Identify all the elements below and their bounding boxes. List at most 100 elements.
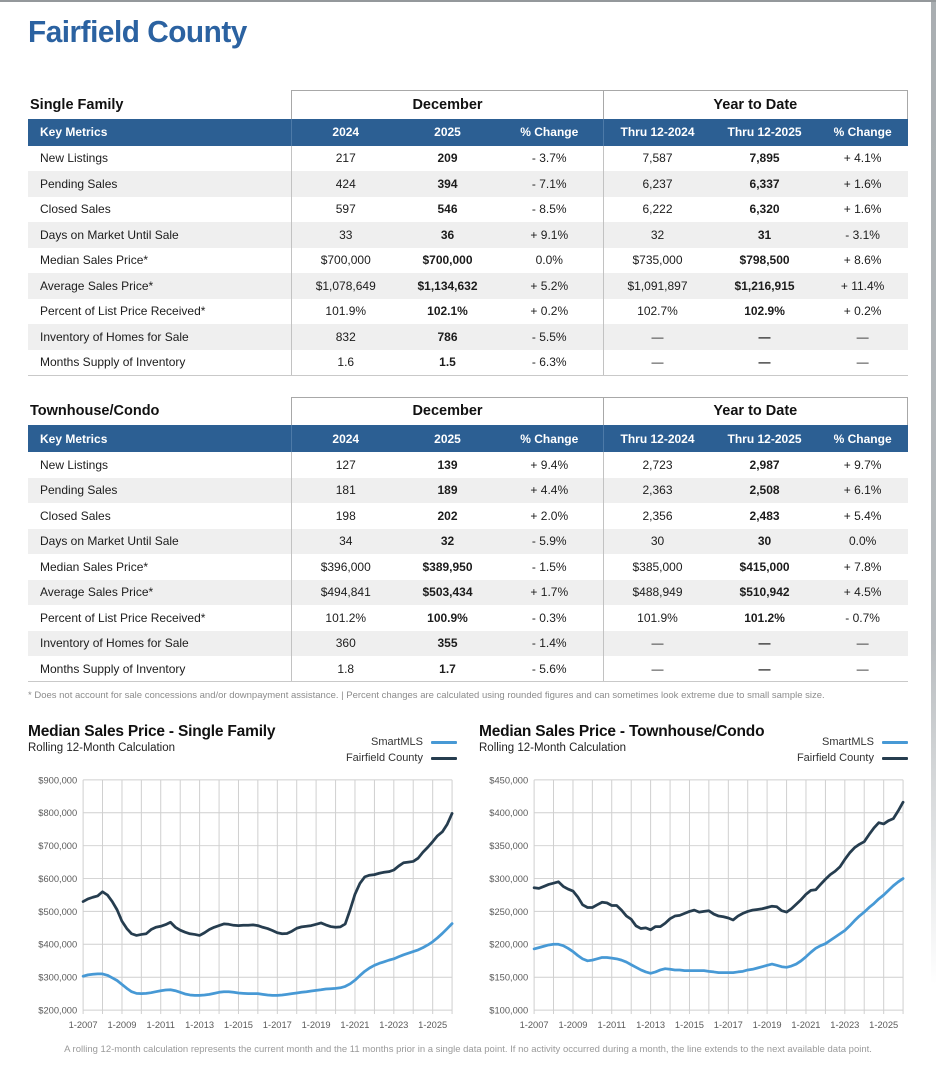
legend-label: Fairfield County [796,752,874,764]
table-cell: - 1.4% [495,630,604,656]
table-cell: $1,078,649 [291,273,400,299]
table-cell: + 4.1% [843,151,882,166]
table-cell: — [817,630,908,656]
table-cell: 0.0% [817,528,908,554]
table-cell: - 8.5% [531,202,567,217]
table-cell: + 0.2% [530,304,569,319]
table-cell: - 6.3% [495,349,604,376]
table-section-title: Single Family [28,90,292,119]
table-row: Percent of List Price Received* 101.9% 102… [28,298,908,324]
table-row: Months Supply of Inventory 1.8 1.7- 5.6% — —… [28,656,908,682]
table-row: Days on Market Until Sale 34 32- 5.9% 30 30 0… [28,528,908,554]
table-cell: + 6.1% [817,477,908,503]
table-row: Median Sales Price* $700,000 $700,000 0.0% $… [28,247,908,273]
charts-row: Median Sales Price - Single Family Rolli… [28,723,908,1034]
table-cell: — [711,349,818,376]
table-cell: Days on Market Until Sale [28,222,292,248]
table-cell: $1,091,897 [602,273,712,299]
table-cell: 32 [602,222,712,248]
single-family-metrics-table: Single Family December Year to Date Key Met… [28,90,909,376]
svg-text:$400,000: $400,000 [489,808,528,818]
svg-text:$450,000: $450,000 [489,775,528,785]
table-cell: 2,723 [602,452,712,478]
table-body: New Listings 217 209 - 3.7% 7,587 7,895 + 4.1%… [28,145,908,376]
svg-text:$900,000: $900,000 [38,775,77,785]
legend-item: SmartMLS [346,736,457,748]
svg-text:$600,000: $600,000 [38,874,77,884]
table-cell: 217 [291,145,400,171]
svg-text:1-2017: 1-2017 [263,1020,292,1030]
table-cell: 31 [711,222,818,248]
table-cell: 2,363 [602,477,712,503]
table-head: Single Family December Year to Date Key Met… [28,90,909,146]
table-cell: — [602,324,712,350]
svg-text:1-2025: 1-2025 [869,1020,898,1030]
table-cell: + 1.6% [843,202,882,217]
table-cell: + 1.7% [495,579,604,605]
table-cell: $488,949 [602,579,712,605]
table-cell: $385,000 [602,554,712,580]
svg-text:$400,000: $400,000 [38,940,77,950]
column-header: 2024 [291,118,400,146]
table-cell: 1.5 [399,349,496,376]
table-cell: 100.9% [427,610,468,625]
column-header: Key Metrics [28,118,292,146]
ytd-group-label: Year to Date [602,396,909,425]
table-cell: + 9.1% [495,222,604,248]
svg-text:$800,000: $800,000 [38,808,77,818]
svg-text:$700,000: $700,000 [38,841,77,851]
svg-text:1-2019: 1-2019 [302,1020,331,1030]
svg-text:1-2015: 1-2015 [224,1020,253,1030]
table-cell: 30 [602,528,712,554]
table-cell: 597 [291,196,400,222]
table-cell: $798,500 [739,253,790,268]
column-header: Thru 12-2025 [711,118,818,146]
table-cell: 198 [291,503,400,529]
svg-text:1-2019: 1-2019 [753,1020,782,1030]
table-cell: - 0.3% [531,610,567,625]
table-cell: 6,222 [602,196,712,222]
table-cell: 2,483 [749,508,780,523]
svg-text:1-2013: 1-2013 [636,1020,665,1030]
townhouse-condo-metrics-table: Townhouse/Condo December Year to Date Key M… [28,396,909,683]
legend-line-swatch [431,756,457,760]
column-header: % Change [817,425,908,452]
table-cell: 355 [399,630,496,656]
chart-footnote: A rolling 12-month calculation represent… [64,1043,872,1055]
table-cell: 202 [437,508,458,523]
column-header: % Change [495,118,604,146]
svg-text:$150,000: $150,000 [489,973,528,983]
table-cell: Pending Sales [28,477,292,503]
table-cell: $700,000 [291,247,400,273]
table-cell: - 3.7% [531,151,567,166]
ytd-group-label: Year to Date [602,90,909,119]
table-cell: 832 [291,324,400,350]
table-cell: — [602,349,712,376]
chart-title: Median Sales Price - Single Family [28,723,276,740]
table-cell: - 5.5% [495,324,604,350]
table-row: New Listings 217 209 - 3.7% 7,587 7,895 + 4.1% [28,145,908,171]
column-header: Thru 12-2025 [711,425,818,452]
townhouse-condo-table-section: Townhouse/Condo December Year to Date Key M… [28,396,909,683]
table-cell: Median Sales Price* [40,253,149,268]
svg-text:1-2011: 1-2011 [147,1020,175,1030]
line-chart-single-family: $200,000 $300,000 $400,000 $500,000 $600,000… [38,775,454,1030]
table-cell: 1.8 [291,656,400,682]
chart-single-family: Median Sales Price - Single Family Rolli… [28,723,457,1034]
chart-legend: SmartMLS Fairfield County [797,736,908,768]
table-cell: — [817,349,908,376]
table-row: Inventory of Homes for Sale 360 355- 1.4% —… [28,630,908,656]
table-cell: 101.9% [291,298,400,324]
column-header: % Change [495,425,604,452]
page-edge [931,2,936,1070]
table-cell: 360 [291,630,400,656]
table-cell: + 9.4% [530,457,569,472]
table-cell: 101.9% [602,605,712,631]
column-header: Key Metrics [28,425,292,452]
table-cell: $1,216,915 [711,273,818,299]
column-header: Thru 12-2024 [602,118,712,146]
chart-header: Median Sales Price - Single Family Rolli… [28,723,457,768]
report-page: Fairfield County Single Family December Ye… [0,14,936,1055]
table-cell: 127 [291,452,400,478]
table-cell: 6,237 [602,171,712,197]
